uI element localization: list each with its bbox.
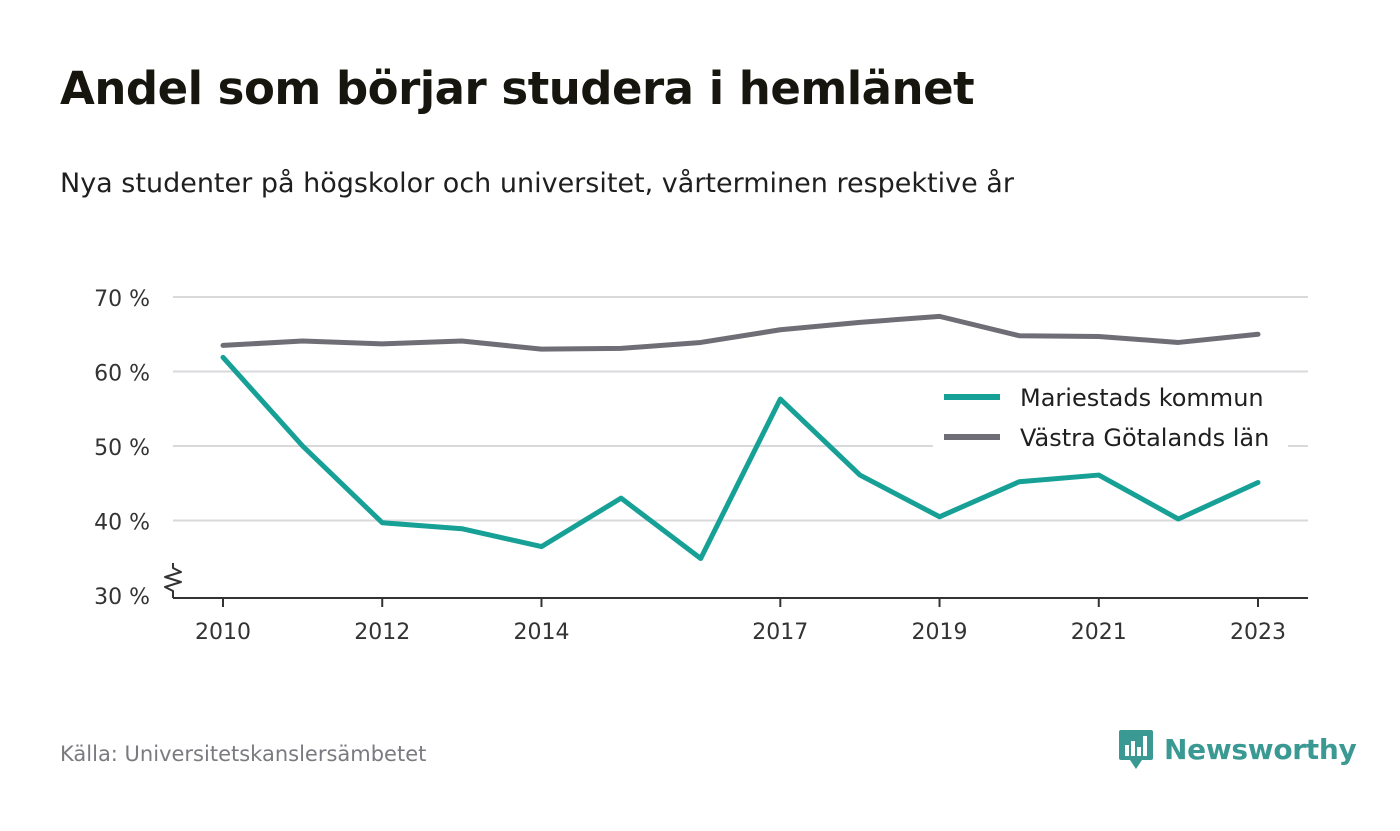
x-tick-label: 2019 — [912, 620, 968, 645]
series-line-vastra-gotaland — [223, 316, 1258, 349]
source-note: Källa: Universitetskanslersämbetet — [60, 742, 426, 766]
y-tick-label: 50 % — [94, 436, 150, 461]
y-tick-label: 30 % — [94, 585, 150, 610]
line-chart: 30 % 40 % 50 % 60 % 70 % 2010 2012 2014 2017 2019… — [0, 0, 1400, 700]
y-tick-label: 70 % — [94, 287, 150, 312]
x-tick-label: 2017 — [752, 620, 808, 645]
x-tick-label: 2023 — [1230, 620, 1286, 645]
x-tick-label: 2021 — [1071, 620, 1127, 645]
x-tick-label: 2014 — [513, 620, 569, 645]
x-tick-label: 2012 — [354, 620, 410, 645]
y-tick-label: 40 % — [94, 511, 150, 536]
axis-break-icon — [165, 563, 181, 598]
legend-label: Västra Götalands län — [1020, 424, 1269, 452]
legend: Mariestads kommun Västra Götalands län — [933, 376, 1288, 462]
newsworthy-logo-icon — [1118, 728, 1154, 770]
brand-name: Newsworthy — [1164, 733, 1356, 766]
legend-label: Mariestads kommun — [1020, 384, 1264, 412]
x-tick-label: 2010 — [195, 620, 251, 645]
brand-logo: Newsworthy — [1118, 728, 1356, 770]
y-tick-label: 60 % — [94, 362, 150, 387]
